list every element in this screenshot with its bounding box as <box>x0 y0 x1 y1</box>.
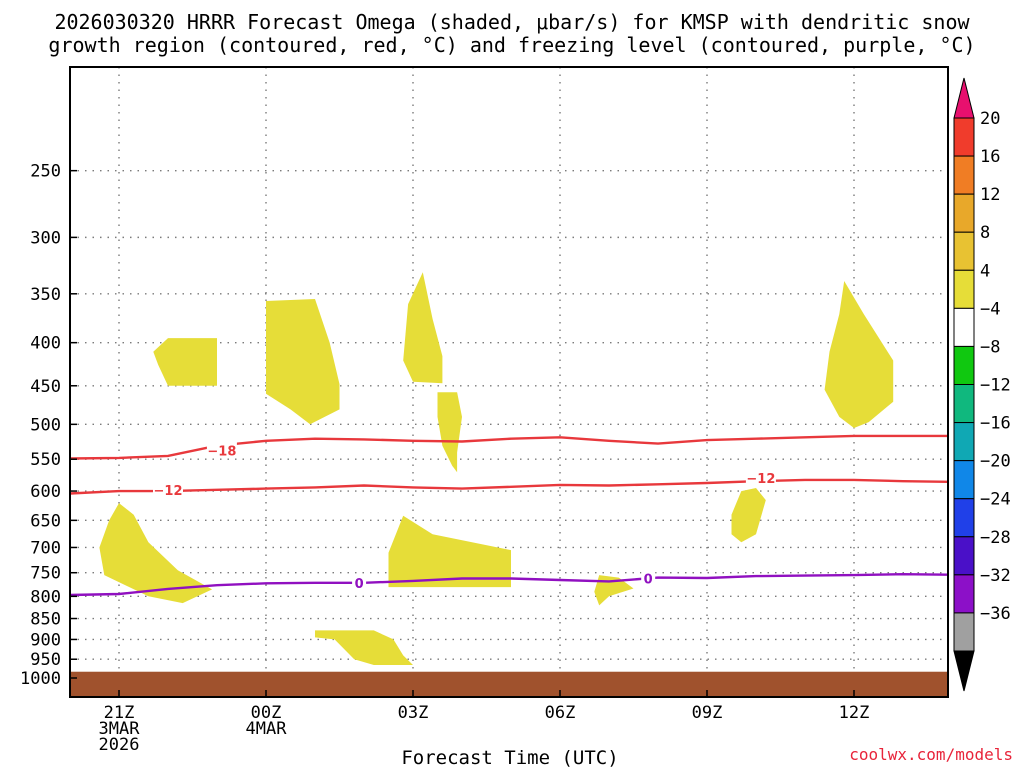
contour-line-1 <box>69 478 949 495</box>
omega-region-4 <box>824 281 894 428</box>
colorbar-label-13: −36 <box>980 604 1011 624</box>
y-tick-label-7: 600 <box>30 482 61 502</box>
colorbar-segment-1 <box>953 117 975 157</box>
colorbar-label-6: −8 <box>980 337 1000 357</box>
x-tick-label-5-0: 12Z <box>839 703 870 723</box>
colorbar-label-11: −28 <box>980 528 1011 548</box>
colorbar-label-9: −20 <box>980 452 1011 472</box>
colorbar-label-2: 12 <box>980 185 1000 205</box>
y-tick-label-3: 400 <box>30 334 61 354</box>
y-axis-ticks: 2503003504004505005506006507007508008509… <box>20 162 77 689</box>
y-tick-label-9: 700 <box>30 538 61 558</box>
chart-title-line-1: 2026030320 HRRR Forecast Omega (shaded, … <box>54 10 970 34</box>
colorbar-label-3: 8 <box>980 223 990 243</box>
colorbar-bottom-arrow <box>953 650 975 692</box>
contour-label-bg-0 <box>206 442 237 459</box>
omega-region-7 <box>731 488 766 543</box>
colorbar: 20 16 12 8 4 −4 −8 −12 −16 −20 −24 −28 −32 −36 <box>953 77 1011 692</box>
contour-label-4: 0 <box>644 573 653 588</box>
y-tick-label-5: 500 <box>30 415 61 435</box>
y-tick-label-2: 350 <box>30 285 61 305</box>
x-tick-label-0-2: 2026 <box>99 735 140 755</box>
chart-title-line-2: growth region (contoured, red, °C) and f… <box>48 33 975 57</box>
colorbar-segment-2 <box>953 155 975 195</box>
colorbar-label-5: −4 <box>980 299 1000 319</box>
temperature-contours: −18 −12 −12 0 0 <box>69 434 949 597</box>
y-gridlines <box>70 169 948 679</box>
y-tick-label-10: 750 <box>30 564 61 584</box>
colorbar-label-4: 4 <box>980 261 990 281</box>
y-tick-label-8: 650 <box>30 511 61 531</box>
colorbar-segment-9 <box>953 422 975 462</box>
plot-frame <box>69 66 949 698</box>
x-tick-label-4-0: 09Z <box>692 703 723 723</box>
colorbar-segment-5 <box>953 269 975 309</box>
contour-line-0 <box>69 434 948 460</box>
colorbar-segment-7 <box>953 345 975 385</box>
y-tick-label-15: 1000 <box>20 669 61 689</box>
omega-region-9 <box>315 630 413 665</box>
contour-label-bg-2 <box>745 470 776 487</box>
colorbar-top-arrow <box>953 77 975 119</box>
colorbar-label-1: 16 <box>980 147 1000 167</box>
colorbar-segment-6 <box>953 307 975 347</box>
omega-region-2 <box>403 272 443 384</box>
contour-label-3: 0 <box>355 577 364 592</box>
contour-label-1: −12 <box>154 484 183 499</box>
colorbar-segment-13 <box>953 574 975 614</box>
contour-label-bg-4 <box>641 570 656 587</box>
y-tick-label-1: 300 <box>30 228 61 248</box>
colorbar-segment-10 <box>953 460 975 500</box>
omega-region-3 <box>437 392 462 473</box>
colorbar-label-12: −32 <box>980 566 1011 586</box>
contour-label-2: −12 <box>746 472 775 487</box>
colorbar-segment-4 <box>953 231 975 271</box>
x-tick-label-2-0: 03Z <box>398 703 429 723</box>
x-tick-label-1-1: 4MAR <box>246 719 288 739</box>
x-tick-label-0-0: 21Z <box>104 703 135 723</box>
x-tick-label-1-0: 00Z <box>251 703 282 723</box>
colorbar-label-0: 20 <box>980 109 1000 129</box>
ground-layer <box>70 671 948 697</box>
colorbar-segment-8 <box>953 384 975 424</box>
colorbar-label-10: −24 <box>980 490 1011 510</box>
omega-region-1 <box>266 299 340 425</box>
y-tick-label-6: 550 <box>30 450 61 470</box>
colorbar-label-7: −12 <box>980 376 1011 396</box>
y-tick-label-4: 450 <box>30 377 61 397</box>
contour-label-bg-3 <box>352 574 367 591</box>
x-tick-label-3-0: 06Z <box>545 703 576 723</box>
contour-line-3 <box>69 572 949 597</box>
omega-region-0 <box>153 338 217 386</box>
x-axis-label: Forecast Time (UTC) <box>401 747 618 768</box>
omega-region-6 <box>388 515 511 588</box>
colorbar-label-8: −16 <box>980 414 1011 434</box>
contour-label-bg-1 <box>153 481 183 498</box>
y-tick-label-0: 250 <box>30 162 61 182</box>
y-tick-label-11: 800 <box>30 587 61 607</box>
omega-region-8 <box>594 575 634 606</box>
colorbar-segment-11 <box>953 498 975 538</box>
ground-fill <box>70 671 948 697</box>
colorbar-segment-12 <box>953 536 975 576</box>
x-tick-label-0-1: 3MAR <box>99 719 141 739</box>
x-gridlines <box>118 67 855 697</box>
credit-text: coolwx.com/models <box>849 745 1013 764</box>
omega-region-5 <box>99 503 213 604</box>
y-tick-label-13: 900 <box>30 630 61 650</box>
colorbar-segment-14 <box>953 612 975 652</box>
y-tick-label-12: 850 <box>30 610 61 630</box>
y-tick-label-14: 950 <box>30 650 61 670</box>
contour-label-0: −18 <box>207 444 236 459</box>
colorbar-segment-3 <box>953 193 975 233</box>
omega-shaded-regions <box>99 272 894 665</box>
